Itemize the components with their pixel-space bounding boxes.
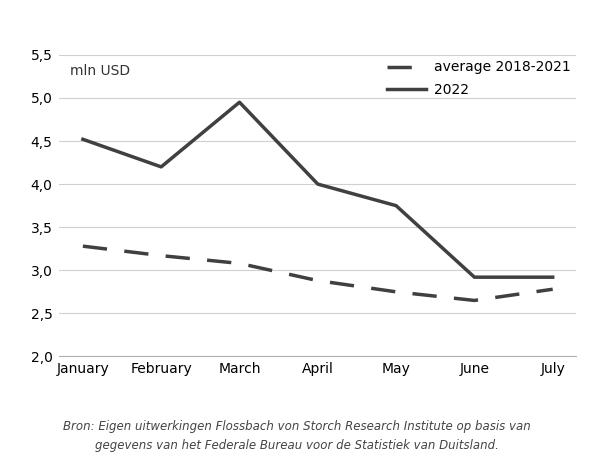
Legend: average 2018-2021, 2022: average 2018-2021, 2022 — [381, 55, 576, 102]
Text: mln USD: mln USD — [69, 64, 130, 78]
Text: Bron: Eigen uitwerkingen Flossbach von Storch Research Institute op basis van
ge: Bron: Eigen uitwerkingen Flossbach von S… — [63, 420, 531, 452]
